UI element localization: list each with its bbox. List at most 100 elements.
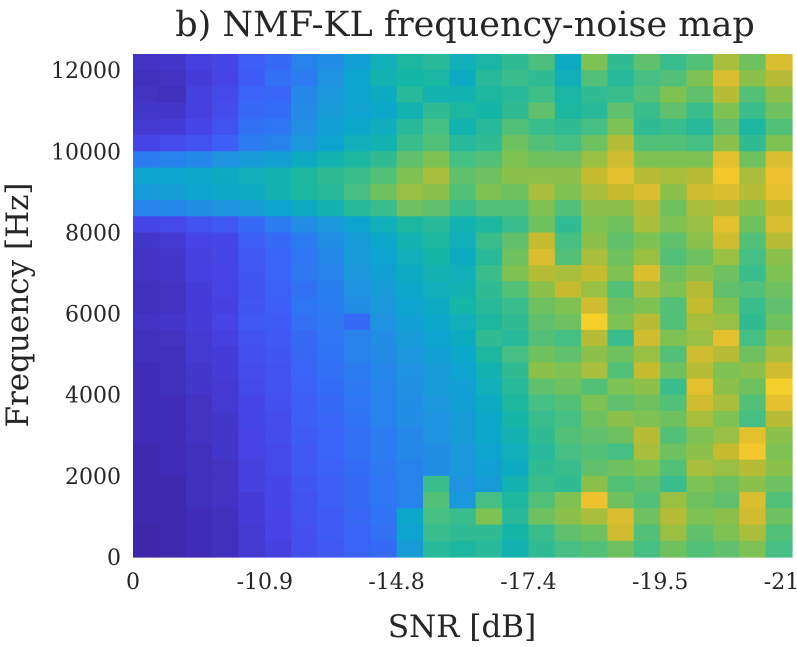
- heatmap-cell: [317, 216, 345, 234]
- heatmap-cell: [739, 475, 767, 493]
- heatmap-cell: [686, 329, 714, 347]
- heatmap-cell: [686, 102, 714, 120]
- heatmap-cell: [370, 54, 398, 71]
- heatmap-cell: [133, 524, 160, 542]
- heatmap-cell: [502, 102, 529, 120]
- heatmap-cell: [343, 167, 371, 185]
- heatmap-cell: [607, 151, 635, 169]
- heatmap-cell: [712, 102, 740, 120]
- heatmap-cell: [633, 346, 661, 363]
- heatmap-cell: [686, 54, 714, 71]
- heatmap-cell: [739, 167, 767, 185]
- heatmap-cell: [291, 427, 319, 445]
- heatmap-cell: [212, 329, 240, 347]
- heatmap-cell: [291, 475, 319, 493]
- heatmap-cell: [422, 118, 450, 136]
- heatmap-cell: [212, 394, 240, 412]
- heatmap-cell: [739, 248, 767, 266]
- heatmap-cell: [607, 167, 635, 185]
- heatmap-cell: [607, 54, 635, 71]
- heatmap-cell: [660, 86, 688, 104]
- heatmap-cell: [238, 297, 266, 315]
- heatmap-cell: [159, 508, 187, 526]
- heatmap-cell: [449, 135, 477, 152]
- heatmap-cell: [475, 540, 503, 558]
- heatmap-cell: [660, 346, 688, 363]
- heatmap-cell: [554, 410, 582, 428]
- heatmap-cell: [291, 313, 319, 331]
- heatmap-cell: [475, 167, 503, 185]
- heatmap-cell: [343, 297, 371, 315]
- heatmap-cell: [475, 118, 503, 136]
- heatmap-cell: [607, 86, 635, 104]
- heatmap-cell: [422, 459, 450, 477]
- heatmap-cell: [343, 492, 371, 509]
- heatmap-cell: [712, 475, 740, 493]
- heatmap-cell: [475, 102, 503, 120]
- heatmap-cell: [370, 508, 398, 526]
- heatmap-cell: [581, 492, 609, 509]
- heatmap-cell: [133, 216, 160, 234]
- y-tick-label: 4000: [65, 384, 121, 409]
- heatmap-cell: [475, 248, 503, 266]
- heatmap-cell: [686, 232, 714, 250]
- heatmap-cell: [264, 394, 292, 412]
- heatmap-cell: [370, 297, 398, 315]
- heatmap-cell: [449, 443, 477, 461]
- heatmap-cell: [660, 183, 688, 201]
- heatmap-cell: [185, 346, 213, 363]
- heatmap-cell: [739, 216, 767, 234]
- heatmap-cell: [343, 151, 371, 169]
- heatmap-cell: [185, 540, 213, 558]
- heatmap-cell: [554, 102, 582, 120]
- heatmap-cell: [370, 378, 398, 396]
- heatmap-cell: [502, 524, 529, 542]
- heatmap-cell: [502, 183, 529, 201]
- heatmap-cell: [212, 102, 240, 120]
- heatmap-cell: [660, 297, 688, 315]
- heatmap-cell: [712, 167, 740, 185]
- heatmap-cell: [739, 54, 767, 71]
- heatmap-cell: [528, 86, 556, 104]
- heatmap-cell: [291, 297, 319, 315]
- heatmap-cell: [343, 313, 371, 331]
- heatmap-cell: [159, 183, 187, 201]
- heatmap-cell: [396, 378, 424, 396]
- heatmap-cell: [264, 524, 292, 542]
- heatmap-cell: [422, 524, 450, 542]
- heatmap-cell: [475, 427, 503, 445]
- heatmap-cell: [212, 281, 240, 298]
- heatmap-cell: [212, 232, 240, 250]
- heatmap-cell: [264, 410, 292, 428]
- heatmap-cell: [449, 281, 477, 298]
- heatmap-cell: [370, 410, 398, 428]
- heatmap-cell: [370, 216, 398, 234]
- heatmap-cell: [712, 216, 740, 234]
- heatmap-cell: [212, 118, 240, 136]
- heatmap-cell: [502, 329, 529, 347]
- heatmap-cell: [739, 508, 767, 526]
- heatmap-cell: [291, 508, 319, 526]
- heatmap-cell: [185, 102, 213, 120]
- heatmap-cell: [212, 378, 240, 396]
- heatmap-cell: [739, 313, 767, 331]
- heatmap-cell: [712, 346, 740, 363]
- heatmap-cell: [607, 427, 635, 445]
- heatmap-cell: [343, 427, 371, 445]
- heatmap-cell: [502, 475, 529, 493]
- heatmap-cell: [370, 443, 398, 461]
- heatmap-cell: [739, 70, 767, 88]
- heatmap-cell: [159, 427, 187, 445]
- heatmap-cell: [317, 135, 345, 152]
- heatmap-cell: [607, 118, 635, 136]
- heatmap-cell: [370, 232, 398, 250]
- heatmap-cell: [185, 54, 213, 71]
- heatmap-cell: [343, 216, 371, 234]
- heatmap-cell: [264, 443, 292, 461]
- heatmap-cell: [528, 362, 556, 380]
- heatmap-cell: [133, 232, 160, 250]
- heatmap-cell: [238, 167, 266, 185]
- heatmap-cell: [449, 86, 477, 104]
- heatmap-cell: [712, 70, 740, 88]
- heatmap-cell: [396, 459, 424, 477]
